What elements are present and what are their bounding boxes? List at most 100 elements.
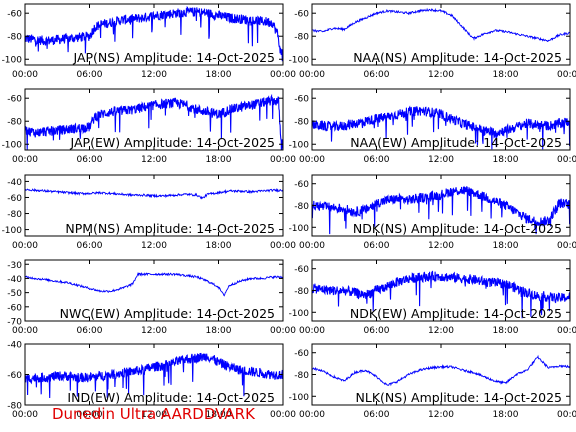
y-tick-label: -100 bbox=[289, 224, 310, 234]
y-tick-label: -80 bbox=[7, 118, 22, 128]
y-tick-label: -60 bbox=[294, 10, 309, 20]
series-line bbox=[312, 105, 570, 150]
y-tick-label: -60 bbox=[294, 95, 309, 105]
y-tick-label: -100 bbox=[289, 393, 310, 403]
x-tick-label: 00:00 bbox=[299, 70, 325, 80]
panel-3: -100 -80 -60 00:00 06:00 12:00 18:00 00:00 JAP(E… bbox=[2, 88, 296, 165]
x-tick-label: 18:00 bbox=[493, 410, 519, 420]
panel-9: -80 -60 -40 00:00 06:00 12:00 18:00 00:00 IND(EW… bbox=[7, 341, 296, 421]
x-tick-label: 00:00 bbox=[557, 410, 576, 420]
x-tick-label: 12:00 bbox=[428, 326, 454, 336]
panel-title: JAP(EW) Amplitude: 14-Oct-2025 bbox=[70, 135, 275, 150]
y-tick-label: -80 bbox=[294, 118, 309, 128]
panel-1: -100 -80 -60 00:00 06:00 12:00 18:00 00:00 JAP(N… bbox=[2, 3, 296, 80]
y-tick-label: -60 bbox=[294, 180, 309, 190]
y-tick-label: -40 bbox=[7, 178, 22, 188]
x-tick-label: 12:00 bbox=[428, 410, 454, 420]
panel-title: NAA(NS) Amplitude: 14-Oct-2025 bbox=[353, 50, 562, 65]
x-tick-label: 06:00 bbox=[77, 326, 103, 336]
x-tick-label: 18:00 bbox=[493, 70, 519, 80]
x-tick-label: 00:00 bbox=[299, 241, 325, 251]
x-tick-label: 00:00 bbox=[299, 155, 325, 165]
y-tick-label: -60 bbox=[7, 194, 22, 204]
panel-title: NDK(EW) Amplitude: 14-Oct-2025 bbox=[350, 306, 562, 321]
y-tick-label: -100 bbox=[289, 309, 310, 319]
series-line bbox=[25, 5, 283, 62]
panel-2: -100 -80 -60 00:00 06:00 12:00 18:00 00:00 NAA(N… bbox=[289, 3, 576, 80]
y-tick-label: -60 bbox=[7, 10, 22, 20]
series-line bbox=[312, 7, 570, 43]
x-tick-label: 12:00 bbox=[141, 241, 167, 251]
x-tick-label: 06:00 bbox=[77, 70, 103, 80]
y-tick-label: -60 bbox=[7, 95, 22, 105]
x-tick-label: 00:00 bbox=[12, 155, 38, 165]
series-line bbox=[25, 93, 283, 150]
panel-10: -100 -80 -60 00:00 06:00 12:00 18:00 00:00 NLK(N… bbox=[289, 343, 576, 420]
y-tick-label: -60 bbox=[294, 349, 309, 359]
x-tick-label: 00:00 bbox=[299, 326, 325, 336]
x-tick-label: 12:00 bbox=[428, 70, 454, 80]
x-tick-label: 06:00 bbox=[77, 241, 103, 251]
series-line bbox=[312, 185, 570, 235]
y-tick-label: -80 bbox=[7, 402, 22, 412]
y-tick-label: -80 bbox=[294, 202, 309, 212]
panel-title: NPM(NS) Amplitude: 14-Oct-2025 bbox=[65, 221, 275, 236]
x-tick-label: 06:00 bbox=[77, 410, 103, 420]
x-tick-label: 18:00 bbox=[206, 326, 232, 336]
x-tick-label: 06:00 bbox=[364, 326, 390, 336]
x-tick-label: 06:00 bbox=[364, 155, 390, 165]
y-tick-label: -60 bbox=[7, 303, 22, 313]
series-line bbox=[25, 187, 283, 200]
panel-title: IND(EW) Amplitude: 14-Oct-2025 bbox=[67, 390, 275, 405]
y-tick-label: -60 bbox=[294, 265, 309, 275]
panel-title: NDK(NS) Amplitude: 14-Oct-2025 bbox=[353, 221, 562, 236]
x-tick-label: 00:00 bbox=[270, 326, 296, 336]
x-tick-label: 00:00 bbox=[12, 70, 38, 80]
y-tick-label: -30 bbox=[7, 261, 22, 271]
x-tick-label: 18:00 bbox=[493, 326, 519, 336]
x-tick-label: 00:00 bbox=[557, 241, 576, 251]
x-tick-label: 12:00 bbox=[428, 241, 454, 251]
x-tick-label: 12:00 bbox=[141, 70, 167, 80]
x-tick-label: 00:00 bbox=[557, 155, 576, 165]
y-tick-label: -80 bbox=[294, 371, 309, 381]
y-tick-label: -80 bbox=[7, 210, 22, 220]
y-tick-label: -100 bbox=[2, 56, 23, 66]
series-line bbox=[312, 354, 570, 387]
x-tick-label: 00:00 bbox=[557, 326, 576, 336]
y-tick-label: -40 bbox=[7, 275, 22, 285]
x-tick-label: 06:00 bbox=[364, 70, 390, 80]
x-tick-label: 00:00 bbox=[299, 410, 325, 420]
x-tick-label: 06:00 bbox=[364, 241, 390, 251]
x-tick-label: 18:00 bbox=[493, 241, 519, 251]
y-tick-label: -80 bbox=[7, 33, 22, 43]
y-tick-label: -80 bbox=[294, 287, 309, 297]
y-tick-label: -50 bbox=[7, 289, 22, 299]
x-tick-label: 00:00 bbox=[270, 410, 296, 420]
y-tick-label: -100 bbox=[2, 141, 23, 151]
y-tick-label: -100 bbox=[289, 141, 310, 151]
x-tick-label: 00:00 bbox=[12, 326, 38, 336]
x-tick-label: 18:00 bbox=[206, 410, 232, 420]
y-tick-label: -60 bbox=[7, 371, 22, 381]
x-tick-label: 00:00 bbox=[270, 241, 296, 251]
x-tick-label: 18:00 bbox=[493, 155, 519, 165]
y-tick-label: -80 bbox=[294, 33, 309, 43]
y-tick-label: -70 bbox=[7, 318, 22, 328]
panel-5: -100 -80 -60 -40 00:00 06:00 12:00 18:00 00:00 NP… bbox=[2, 174, 296, 251]
panel-7: -70 -60 -50 -40 -30 00:00 06:00 12:00 18:00 00:00… bbox=[7, 259, 296, 336]
y-tick-label: -40 bbox=[7, 341, 22, 351]
x-tick-label: 18:00 bbox=[206, 241, 232, 251]
x-tick-label: 12:00 bbox=[141, 155, 167, 165]
panel-title: NAA(EW) Amplitude: 14-Oct-2025 bbox=[350, 135, 562, 150]
x-tick-label: 00:00 bbox=[270, 155, 296, 165]
x-tick-label: 12:00 bbox=[141, 410, 167, 420]
panel-title: JAP(NS) Amplitude: 14-Oct-2025 bbox=[72, 50, 275, 65]
panel-6: -100 -80 -60 00:00 06:00 12:00 18:00 00:00 NDK(N… bbox=[289, 174, 576, 251]
x-tick-label: 12:00 bbox=[428, 155, 454, 165]
footer-label: Dunedin Ultra AARDDVARK bbox=[52, 405, 255, 423]
y-tick-label: -100 bbox=[289, 56, 310, 66]
panel-title: NWC(EW) Amplitude: 14-Oct-2025 bbox=[60, 306, 275, 321]
x-tick-label: 06:00 bbox=[77, 155, 103, 165]
